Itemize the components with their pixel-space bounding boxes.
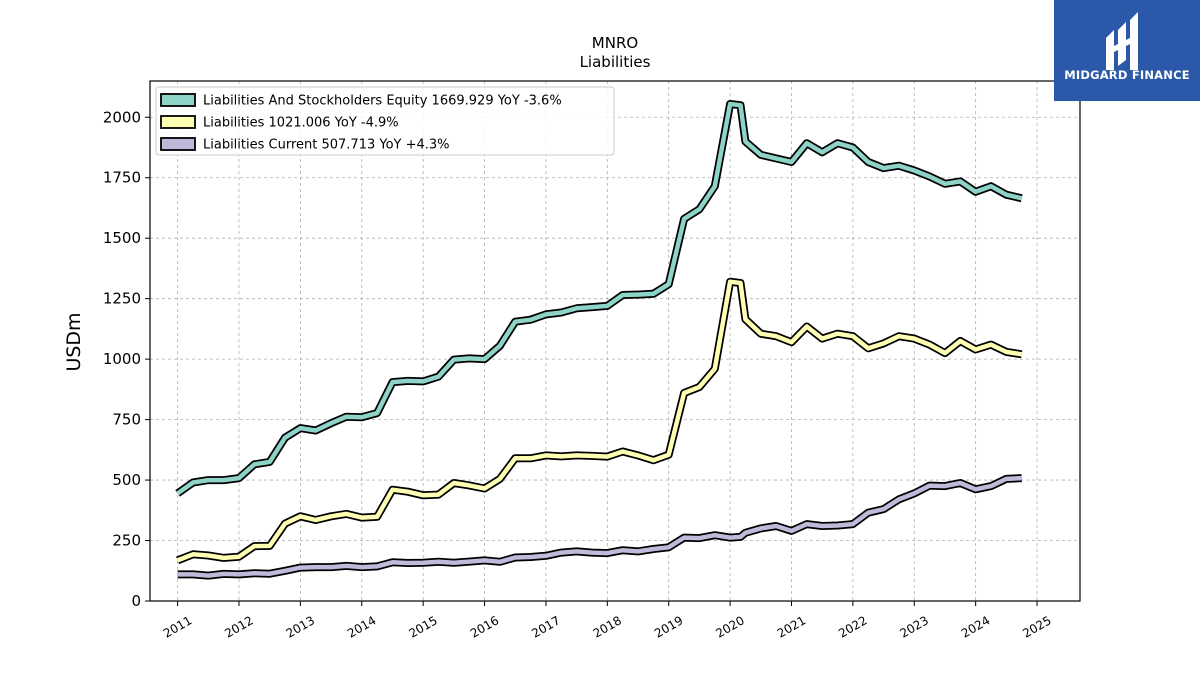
x-tick-label: 2014 [345, 613, 378, 640]
chart-title: MNRO [592, 34, 638, 52]
series-group [175, 100, 1023, 580]
axis-ticks: 0 250 500 750 1000 1250 1500 1750 2000 2011 2012 20… [103, 108, 1054, 640]
series-line [176, 279, 1023, 563]
legend-swatch [160, 137, 196, 151]
legend-swatch [160, 93, 196, 107]
legend-entry: Liabilities And Stockholders Equity 1669… [203, 94, 562, 109]
x-tick-label: 2011 [161, 613, 194, 640]
x-tick-label: 2021 [775, 613, 808, 640]
x-tick-label: 2024 [959, 613, 992, 640]
y-tick-label: 750 [112, 411, 141, 429]
x-tick-label: 2019 [652, 613, 685, 640]
y-tick-label: 2000 [103, 108, 141, 126]
series-line [177, 475, 1022, 578]
plot-frame [149, 80, 1081, 602]
legend-box [155, 86, 615, 156]
y-axis-label: USDm [63, 312, 85, 371]
y-tick-label: 1500 [103, 229, 141, 247]
logo-mark-icon [1106, 12, 1138, 70]
legend: Liabilities And Stockholders Equity 1669… [155, 86, 615, 156]
logo-background [1054, 0, 1200, 101]
x-tick-label: 2012 [222, 613, 255, 640]
y-tick-label: 0 [131, 592, 141, 610]
x-tick-label: 2025 [1020, 613, 1053, 640]
chart-subtitle: Liabilities [580, 53, 651, 71]
x-tick-label: 2017 [529, 613, 562, 640]
y-tick-label: 250 [112, 532, 141, 550]
y-tick-label: 1750 [103, 169, 141, 187]
y-tick-label: 500 [112, 471, 141, 489]
x-tick-label: 2022 [836, 613, 869, 640]
x-tick-label: 2015 [406, 613, 439, 640]
legend-swatch [160, 115, 196, 129]
legend-entry: Liabilities Current 507.713 YoY +4.3% [203, 138, 450, 153]
series-line [176, 101, 1023, 496]
y-tick-label: 1000 [103, 350, 141, 368]
y-tick-label: 1250 [103, 290, 141, 308]
legend-entry: Liabilities 1021.006 YoY -4.9% [203, 116, 399, 131]
x-tick-label: 2023 [898, 613, 931, 640]
x-tick-label: 2018 [591, 613, 624, 640]
x-tick-label: 2020 [713, 613, 746, 640]
midgard-finance-logo: MIDGARD FINANCE [1054, 0, 1200, 101]
x-tick-label: 2013 [284, 613, 317, 640]
x-tick-label: 2016 [468, 613, 501, 640]
logo-name: MIDGARD FINANCE [1064, 68, 1190, 82]
series-outline [177, 474, 1022, 580]
